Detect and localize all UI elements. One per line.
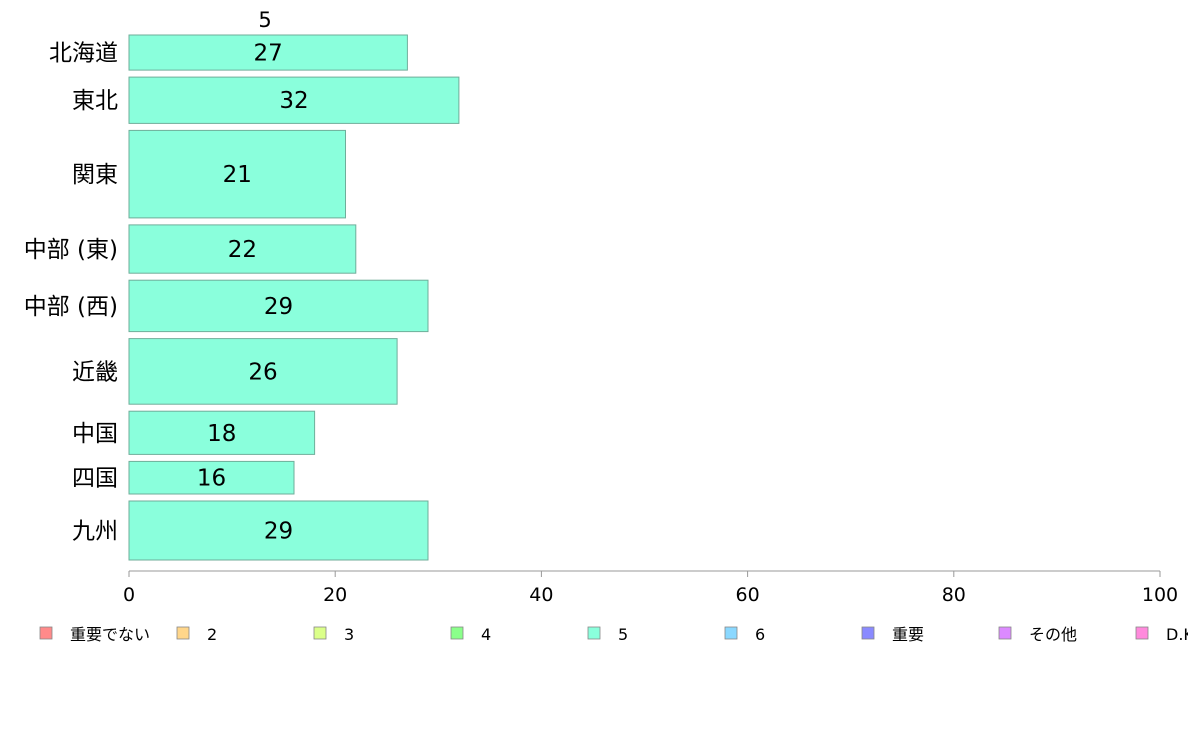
category-label: 四国 bbox=[72, 466, 118, 492]
bar bbox=[128, 338, 398, 405]
legend-swatch bbox=[450, 626, 464, 640]
x-axis: 0 20 40 60 80 100 bbox=[123, 570, 1178, 606]
bar-value-label: 21 bbox=[223, 162, 252, 188]
x-tick-label: 100 bbox=[1142, 584, 1178, 606]
legend-swatch bbox=[39, 626, 53, 640]
x-tick-label: 80 bbox=[942, 584, 966, 606]
bar-group: 27 北海道 32 東北 21 関東 22 中部 (東) 29 中部 (西) 26 近畿 18 中国 16 四… bbox=[24, 34, 460, 561]
legend-swatch bbox=[587, 626, 601, 640]
bar bbox=[128, 34, 408, 71]
legend-label: 6 bbox=[755, 625, 765, 644]
legend-label: その他 bbox=[1029, 625, 1077, 644]
legend-label: 4 bbox=[481, 625, 491, 644]
category-label: 九州 bbox=[72, 518, 118, 544]
category-label: 関東 bbox=[72, 162, 118, 188]
bar bbox=[128, 500, 429, 561]
bar-value-label: 22 bbox=[228, 237, 257, 263]
category-label: 近畿 bbox=[72, 359, 118, 385]
chart-series-title: 5 bbox=[258, 8, 271, 32]
legend: 重要でない 2 3 4 5 6 重要 その他 D.K bbox=[39, 625, 1188, 644]
bar bbox=[128, 224, 357, 274]
bar-value-label: 27 bbox=[254, 41, 283, 67]
bar bbox=[128, 460, 295, 495]
legend-swatch bbox=[998, 626, 1012, 640]
x-tick-label: 20 bbox=[323, 584, 347, 606]
legend-label: 3 bbox=[344, 625, 354, 644]
x-tick-label: 40 bbox=[529, 584, 553, 606]
bar bbox=[128, 410, 316, 455]
bar-value-label: 29 bbox=[264, 518, 293, 544]
x-tick-label: 0 bbox=[123, 584, 135, 606]
category-label: 中国 bbox=[72, 421, 118, 447]
bar-value-label: 29 bbox=[264, 294, 293, 320]
legend-label: 2 bbox=[207, 625, 217, 644]
legend-swatch bbox=[176, 626, 190, 640]
legend-label: 重要 bbox=[892, 625, 924, 644]
legend-swatch bbox=[1135, 626, 1149, 640]
bar-value-label: 18 bbox=[207, 421, 236, 447]
bar-value-label: 32 bbox=[279, 88, 308, 114]
category-label: 中部 (東) bbox=[24, 237, 118, 263]
category-label: 東北 bbox=[72, 88, 118, 114]
legend-swatch bbox=[724, 626, 738, 640]
legend-label: 重要でない bbox=[70, 625, 150, 644]
x-tick-label: 60 bbox=[736, 584, 760, 606]
bar bbox=[128, 279, 429, 333]
bar bbox=[128, 129, 346, 219]
bar-value-label: 16 bbox=[197, 466, 226, 492]
category-label: 北海道 bbox=[49, 41, 118, 67]
category-label: 中部 (西) bbox=[24, 294, 118, 320]
bar bbox=[128, 76, 460, 124]
legend-label: D.K bbox=[1166, 625, 1188, 644]
bar-value-label: 26 bbox=[248, 359, 277, 385]
legend-swatch bbox=[313, 626, 327, 640]
legend-swatch bbox=[861, 626, 875, 640]
legend-label: 5 bbox=[618, 625, 628, 644]
